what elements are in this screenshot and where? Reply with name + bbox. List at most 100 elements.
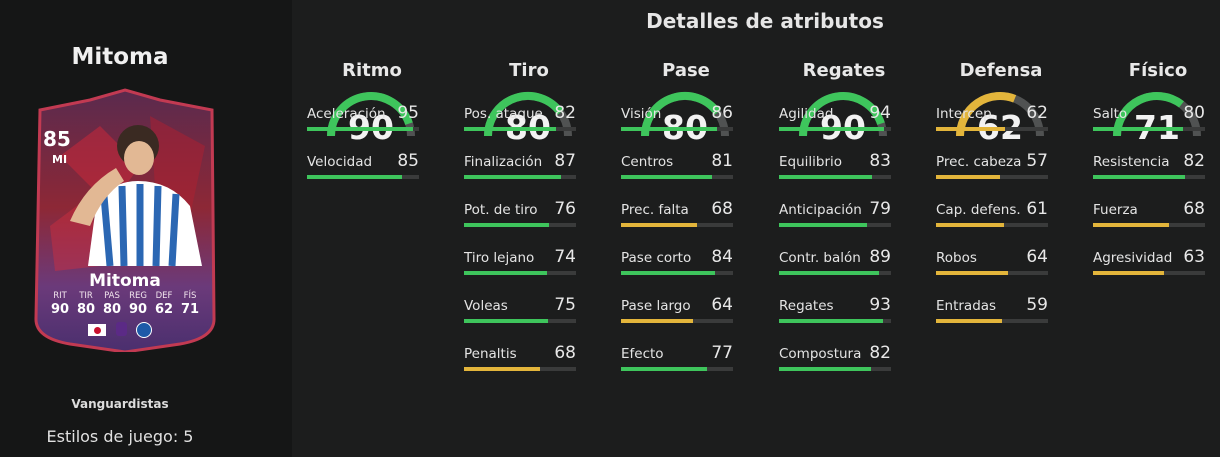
attribute-name: Tiro lejano (464, 250, 535, 266)
attribute-name: Salto (1093, 106, 1128, 122)
card-stat: RIT 90 (47, 291, 73, 317)
attribute-row[interactable]: Pase corto 84 (621, 247, 733, 276)
attribute-row[interactable]: Penaltis 68 (464, 343, 576, 372)
attribute-row[interactable]: Regates 93 (779, 295, 891, 324)
attribute-bar (779, 223, 891, 227)
attribute-value: 93 (869, 295, 891, 315)
attribute-value: 77 (711, 343, 733, 363)
attribute-bar-fill (464, 175, 562, 179)
attribute-bar-fill (621, 367, 708, 371)
attribute-bar-fill (621, 271, 716, 275)
attribute-bar (936, 175, 1048, 179)
attribute-name: Equilibrio (779, 154, 843, 170)
attribute-bar-fill (621, 319, 693, 323)
attribute-name: Pase largo (621, 298, 691, 314)
attribute-row[interactable]: Centros 81 (621, 151, 733, 180)
attribute-row[interactable]: Equilibrio 83 (779, 151, 891, 180)
attribute-bar (779, 271, 891, 275)
attribute-row[interactable]: Efecto 77 (621, 343, 733, 372)
attribute-bar-fill (779, 175, 872, 179)
attribute-value: 86 (711, 103, 733, 123)
attribute-bar (1093, 223, 1205, 227)
attribute-row[interactable]: Pase largo 64 (621, 295, 733, 324)
card-player-name: Mitoma (89, 271, 161, 291)
card-stat: PAS 80 (99, 291, 125, 317)
attribute-row[interactable]: Fuerza 68 (1093, 199, 1205, 228)
attribute-name: Velocidad (307, 154, 373, 170)
attribute-name: Pase corto (621, 250, 692, 266)
attribute-row[interactable]: Visión 86 (621, 103, 733, 132)
attribute-bar-fill (779, 367, 871, 371)
attribute-row[interactable]: Agresividad 63 (1093, 247, 1205, 276)
attribute-name: Compostura (779, 346, 862, 362)
attribute-row[interactable]: Prec. cabeza 57 (936, 151, 1048, 180)
attribute-row[interactable]: Agilidad 94 (779, 103, 891, 132)
attribute-row[interactable]: Prec. falta 68 (621, 199, 733, 228)
attribute-name: Aceleración (307, 106, 386, 122)
card-rating: 85 (43, 127, 71, 151)
category-name: Pase (662, 60, 710, 81)
attribute-value: 62 (1026, 103, 1048, 123)
attribute-name: Centros (621, 154, 674, 170)
playstyles-count[interactable]: Estilos de juego: 5 (46, 427, 194, 446)
card-stat-label: RIT (53, 291, 67, 301)
attribute-row[interactable]: Robos 64 (936, 247, 1048, 276)
attribute-value: 84 (711, 247, 733, 267)
attribute-value: 95 (397, 103, 419, 123)
card-stat: FÍS 71 (177, 291, 203, 317)
attribute-bar-fill (464, 367, 541, 371)
attribute-bar-fill (1093, 223, 1170, 227)
attribute-bar-fill (1093, 127, 1183, 131)
attribute-bar-fill (779, 223, 868, 227)
attribute-row[interactable]: Compostura 82 (779, 343, 891, 372)
attribute-bar-fill (621, 175, 712, 179)
attribute-row[interactable]: Pot. de tiro 76 (464, 199, 576, 228)
attribute-value: 74 (554, 247, 576, 267)
card-stat-label: REG (129, 291, 147, 301)
attribute-value: 68 (554, 343, 576, 363)
attribute-value: 57 (1026, 151, 1048, 171)
attribute-row[interactable]: Resistencia 82 (1093, 151, 1205, 180)
card-stat: REG 90 (125, 291, 151, 317)
attribute-value: 83 (869, 151, 891, 171)
attribute-value: 80 (1183, 103, 1205, 123)
attribute-bar (621, 223, 733, 227)
attribute-row[interactable]: Cap. defens. 61 (936, 199, 1048, 228)
card-stat-value: 62 (154, 302, 174, 317)
attribute-row[interactable]: Intercep. 62 (936, 103, 1048, 132)
attribute-row[interactable]: Voleas 75 (464, 295, 576, 324)
card-stat: TIR 80 (73, 291, 99, 317)
attribute-row[interactable]: Contr. balón 89 (779, 247, 891, 276)
attribute-row[interactable]: Tiro lejano 74 (464, 247, 576, 276)
attribute-name: Finalización (464, 154, 543, 170)
card-background (34, 88, 216, 352)
attribute-name: Pos. ataque (464, 106, 543, 122)
attribute-bar-fill (936, 271, 1008, 275)
card-stat-value: 90 (50, 302, 70, 317)
attribute-bar (464, 367, 576, 371)
attribute-value: 76 (554, 199, 576, 219)
attribute-row[interactable]: Aceleración 95 (307, 103, 419, 132)
attribute-bar (464, 271, 576, 275)
attribute-row[interactable]: Finalización 87 (464, 151, 576, 180)
attribute-row[interactable]: Entradas 59 (936, 295, 1048, 324)
attribute-bar (464, 319, 576, 323)
attribute-bar-fill (779, 319, 884, 323)
card-position: MI (52, 153, 68, 166)
attribute-row[interactable]: Pos. ataque 82 (464, 103, 576, 132)
player-card[interactable]: 85 MI Mitoma RIT 90 TIR 80 PAS 80 REG 90… (30, 86, 220, 352)
attribute-bar-fill (779, 127, 885, 131)
category-name: Tiro (509, 60, 549, 81)
attribute-row[interactable]: Anticipación 79 (779, 199, 891, 228)
attribute-name: Agilidad (779, 106, 834, 122)
attribute-value: 68 (1183, 199, 1205, 219)
attribute-name: Prec. cabeza (936, 154, 1022, 170)
attribute-row[interactable]: Velocidad 85 (307, 151, 419, 180)
attribute-row[interactable]: Salto 80 (1093, 103, 1205, 132)
attribute-bar (936, 127, 1048, 131)
attribute-value: 68 (711, 199, 733, 219)
attribute-bar (1093, 271, 1205, 275)
attribute-bar (779, 175, 891, 179)
category-gauge (484, 92, 572, 137)
attribute-bar (464, 175, 576, 179)
